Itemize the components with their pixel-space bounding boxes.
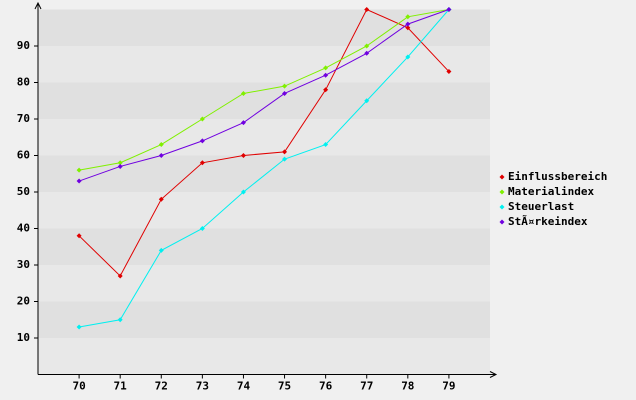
point	[446, 7, 452, 12]
legend-marker	[499, 189, 505, 195]
x-tick-label: 76	[319, 380, 333, 393]
point	[323, 65, 329, 71]
grid-band	[38, 265, 490, 302]
point	[364, 43, 370, 49]
point	[199, 138, 205, 144]
point	[76, 178, 82, 184]
point	[282, 149, 288, 155]
point	[364, 50, 370, 56]
point	[364, 98, 370, 104]
point	[158, 247, 164, 253]
y-tick-label: 30	[17, 258, 30, 271]
point	[446, 69, 452, 75]
point	[282, 156, 288, 162]
x-tick-label: 71	[114, 380, 128, 393]
series-line	[79, 9, 449, 171]
point	[117, 317, 123, 323]
y-tick-label: 50	[17, 185, 30, 198]
point	[240, 189, 246, 195]
series-line	[78, 8, 450, 277]
y-tick-label: 20	[17, 295, 30, 308]
point	[76, 167, 82, 173]
y-axis-arrow	[34, 1, 42, 10]
x-tick-label: 75	[278, 380, 291, 393]
legend-marker	[499, 204, 505, 210]
point	[240, 90, 246, 96]
legend-label: Materialindex	[508, 185, 594, 198]
point	[158, 196, 164, 202]
grid-band	[38, 119, 490, 156]
grid-band	[38, 301, 490, 338]
point	[117, 273, 123, 279]
legend-label: Einflussbereich	[508, 170, 607, 183]
x-tick-label: 79	[442, 380, 455, 393]
point	[199, 226, 205, 231]
legend-label: Steuerlast	[508, 200, 574, 213]
point	[199, 116, 205, 122]
point	[405, 54, 411, 60]
bands	[38, 9, 490, 375]
point	[240, 120, 246, 126]
x-tick-label: 77	[360, 380, 373, 393]
point	[76, 233, 82, 239]
x-tick-label: 73	[196, 380, 209, 393]
grid-band	[38, 338, 490, 375]
series-line	[78, 9, 450, 182]
y-tick-label: 60	[17, 149, 30, 162]
grid-band	[38, 82, 490, 119]
x-tick-label: 74	[237, 380, 251, 393]
point	[405, 25, 411, 31]
point	[405, 14, 411, 20]
point	[158, 153, 164, 158]
x-axis-arrow	[489, 371, 498, 378]
y-tick-label: 40	[17, 222, 30, 235]
legend-label: StÃ¤rkeindex	[508, 215, 588, 228]
point	[405, 21, 411, 27]
point	[158, 142, 164, 148]
point	[240, 153, 246, 158]
grid-band	[38, 192, 490, 229]
point	[364, 7, 370, 12]
y-tick-label: 70	[17, 112, 30, 125]
point	[323, 72, 329, 78]
x-tick-label: 70	[72, 380, 85, 393]
legend-marker	[499, 174, 505, 180]
grid-band	[38, 155, 490, 192]
point	[199, 160, 205, 166]
point	[323, 87, 329, 93]
point	[282, 83, 288, 89]
point	[76, 324, 82, 330]
x-tick-label: 72	[155, 380, 168, 393]
grid-band	[38, 228, 490, 265]
point	[117, 160, 123, 166]
series-line	[79, 9, 450, 328]
y-tick-label: 80	[17, 76, 30, 89]
y-tick-label: 90	[17, 39, 30, 52]
grid-band	[38, 46, 490, 83]
legend-marker	[499, 219, 505, 225]
point	[282, 90, 288, 96]
x-tick-label: 78	[401, 380, 414, 393]
point	[117, 163, 123, 169]
point	[323, 142, 329, 148]
y-tick-label: 10	[17, 331, 30, 344]
